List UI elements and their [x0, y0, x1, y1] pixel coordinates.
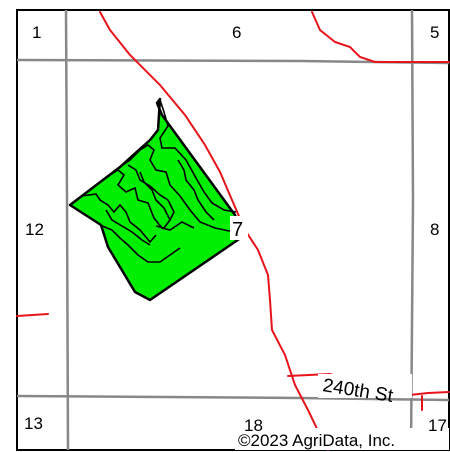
- contour-line: [119, 144, 235, 233]
- section-label-8: 8: [430, 220, 439, 239]
- field-polygon: [68, 97, 247, 302]
- contour-line: [81, 193, 157, 244]
- field-label-background: [230, 216, 248, 240]
- field-boundary-group[interactable]: [68, 97, 247, 302]
- section-label-18: 18: [244, 416, 263, 435]
- section-label-1: 1: [32, 23, 41, 42]
- contour-line: [99, 224, 181, 263]
- contour-line: [177, 159, 215, 221]
- contour-line: [157, 99, 237, 213]
- section-label-7: 7: [232, 219, 243, 241]
- contour-line: [105, 209, 151, 246]
- section-line-v1: [64, 9, 70, 451]
- section-line-h2: [16, 394, 450, 402]
- credit-background: [235, 428, 449, 450]
- road-diagonal: [99, 11, 329, 451]
- road-northeast: [311, 11, 450, 63]
- section-line-v2: [409, 9, 415, 451]
- contour-lines: [81, 99, 237, 263]
- section-label-12: 12: [25, 220, 44, 239]
- contour-line: [127, 164, 175, 221]
- contour-line: [139, 171, 171, 229]
- copyright-text: ©2023 AgriData, Inc.: [238, 431, 395, 450]
- road-label-background: [318, 374, 412, 398]
- contour-line: [95, 169, 195, 231]
- section-label-17: 17: [428, 416, 447, 435]
- section-label-13: 13: [24, 414, 43, 433]
- section-label-5: 5: [430, 23, 439, 42]
- road-west-stub: [16, 313, 49, 317]
- section-label-6: 6: [232, 23, 241, 42]
